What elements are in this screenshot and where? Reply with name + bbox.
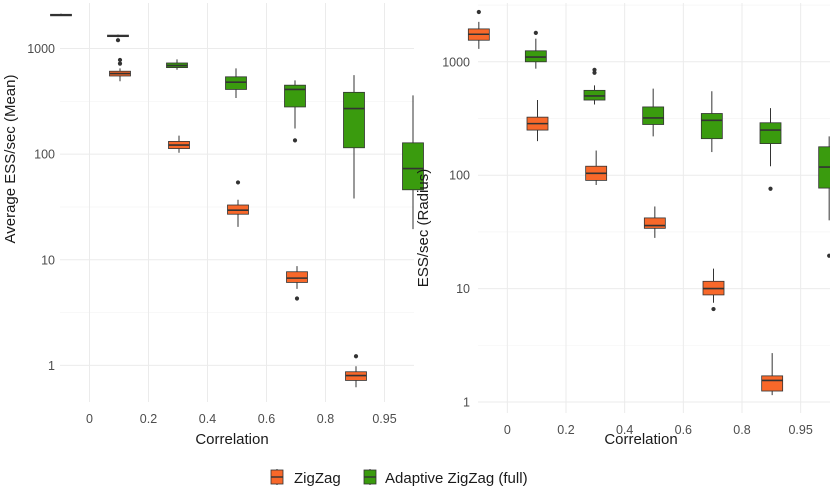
- box-body: [643, 217, 666, 229]
- x-tick-label: 0.4: [616, 423, 633, 437]
- outlier-point: [533, 30, 538, 35]
- box-adaptive-0.8: [343, 75, 365, 199]
- x-tick-label: 0.6: [258, 412, 275, 426]
- outlier-point: [711, 306, 716, 312]
- box-body: [286, 271, 308, 283]
- y-tick-label: 100: [449, 169, 470, 183]
- legend-zigzag-label: ZigZag: [294, 470, 341, 487]
- box-adaptive-0.4: [225, 68, 247, 99]
- right-panel-radius: 1 10 100 1000 0 0.2 0.4 0.6 0.8 0.95: [442, 3, 830, 437]
- box-zigzag-0.8: [702, 268, 725, 312]
- box-adaptive-0.6: [284, 80, 306, 143]
- outlier-point: [353, 354, 359, 359]
- left-panel-mean: 1 10 100 1000 0 0.2 0.4 0.6 0.8 0.95: [27, 3, 424, 426]
- outlier-point: [827, 253, 830, 258]
- x-axis-title-right: Correlation: [604, 431, 677, 448]
- legend-item-adaptive: Adaptive ZigZag (full): [363, 469, 528, 487]
- box-body: [759, 122, 782, 144]
- box-body: [761, 375, 784, 392]
- x-tick-label: 0.8: [733, 423, 750, 437]
- box-zigzag-0.4: [168, 135, 190, 153]
- box-adaptive-0.4: [642, 88, 665, 137]
- box-adaptive-0.2: [583, 67, 606, 105]
- outlier-point: [476, 9, 481, 15]
- box-adaptive-0.8: [759, 108, 782, 191]
- box-zigzag-0.6: [227, 180, 249, 227]
- box-adaptive-0.95: [402, 95, 424, 230]
- box-body: [642, 106, 665, 125]
- y-tick-label: 1000: [27, 42, 55, 56]
- box-adaptive-0.95: [818, 136, 830, 258]
- outlier-point: [117, 61, 123, 66]
- outlier-point: [294, 296, 300, 301]
- y-axis-title-left: Average ESS/sec (Mean): [2, 75, 19, 244]
- outlier-point: [235, 180, 241, 185]
- x-tick-label: 0.95: [372, 412, 396, 426]
- x-tick-label: 0.8: [317, 412, 334, 426]
- y-tick-label: 1000: [442, 55, 470, 69]
- box-body: [284, 84, 306, 108]
- box-body: [524, 50, 547, 63]
- box-adaptive-0.6: [700, 91, 723, 153]
- x-tick-label: 0.95: [788, 423, 812, 437]
- y-tick-label: 1: [463, 396, 470, 410]
- legend-adaptive-label: Adaptive ZigZag (full): [385, 470, 528, 487]
- box-zigzag-0: [467, 9, 490, 49]
- box-adaptive-0.2: [166, 59, 188, 70]
- box-zigzag-0.4: [585, 150, 608, 185]
- x-tick-label: 0.2: [557, 423, 574, 437]
- y-axis-title-right: ESS/sec (Radius): [415, 169, 432, 287]
- x-tick-label: 0.6: [675, 423, 692, 437]
- box-adaptive-0: [524, 30, 547, 69]
- box-zigzag-0.95: [761, 353, 784, 396]
- x-axis-title-left: Correlation: [195, 431, 268, 448]
- box-body: [225, 76, 247, 90]
- x-tick-label: 0: [86, 412, 93, 426]
- legend-item-zigzag: ZigZag: [270, 469, 341, 487]
- y-tick-label: 100: [34, 148, 55, 162]
- y-tick-label: 10: [41, 253, 55, 267]
- outlier-point: [592, 67, 597, 72]
- x-tick-label: 0: [504, 423, 511, 437]
- box-zigzag-0: [50, 13, 72, 17]
- outlier-point: [117, 57, 123, 63]
- box-zigzag-0.6: [643, 206, 666, 238]
- outlier-point: [115, 38, 121, 43]
- box-adaptive-0: [107, 34, 129, 43]
- x-tick-label: 0.4: [199, 412, 216, 426]
- box-body: [343, 91, 365, 149]
- legend: ZigZag Adaptive ZigZag (full): [270, 469, 528, 487]
- box-zigzag-0.2: [109, 57, 131, 82]
- outlier-point: [292, 138, 298, 143]
- outlier-point: [592, 70, 597, 75]
- box-body: [402, 142, 424, 191]
- x-tick-label: 0.2: [140, 412, 157, 426]
- box-body: [700, 113, 723, 140]
- y-tick-label: 10: [456, 282, 470, 296]
- box-zigzag-0.8: [286, 266, 308, 301]
- box-zigzag-0.2: [526, 100, 549, 142]
- outlier-point: [768, 186, 773, 191]
- y-tick-label: 1: [48, 359, 55, 373]
- box-zigzag-0.95: [345, 354, 367, 388]
